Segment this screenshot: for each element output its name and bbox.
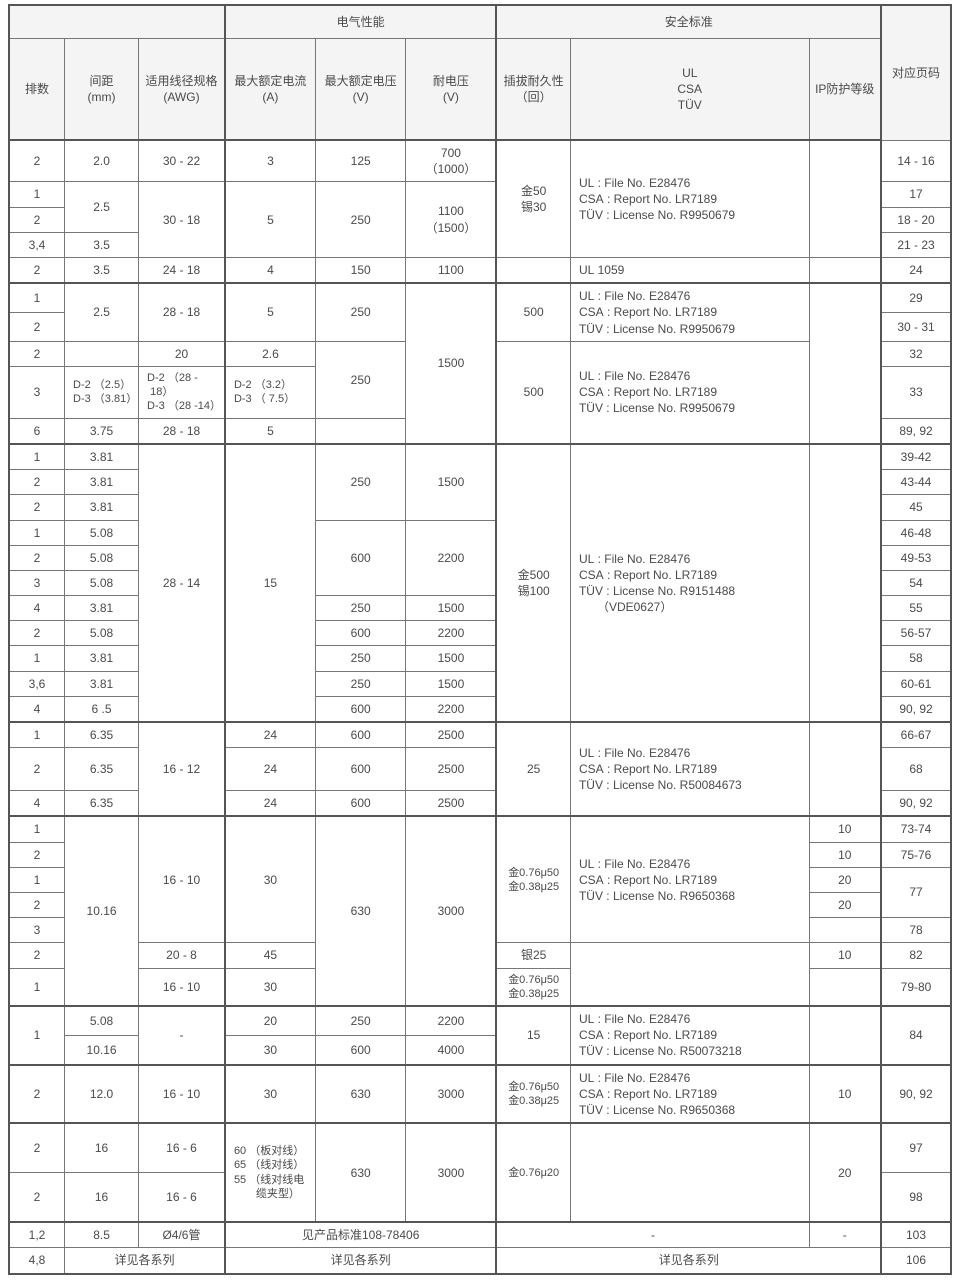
hdr-durability: 插拔耐久性（回）: [496, 39, 570, 141]
table-row: 2 3.5 24 - 18 4 150 1100 UL 1059 24: [9, 257, 951, 283]
std-cell: UL : File No. E28476CSA : Report No. LR7…: [570, 140, 809, 257]
std-cell: UL : File No. E28476CSA : Report No. LR7…: [570, 722, 809, 816]
std-cell: UL : File No. E28476CSA : Report No. LR7…: [570, 1065, 809, 1124]
hdr-rows: 排数: [9, 39, 65, 141]
hdr-pitch: 间距(mm): [65, 39, 139, 141]
hdr-voltage: 最大额定电压(V): [315, 39, 405, 141]
table-row: 2 2.0 30 - 22 3 125 700（1000） 金50锡30 UL …: [9, 140, 951, 182]
hdr-std: ULCSATÜV: [570, 39, 809, 141]
table-row: 2 16 16 - 6 60 （板对线）65 （线对线）55 （线对线电 缆夹型…: [9, 1123, 951, 1173]
table-row: 4,8 详见各系列 详见各系列 详见各系列 106: [9, 1248, 951, 1274]
std-cell: UL : File No. E28476CSA : Report No. LR7…: [570, 816, 809, 942]
hdr-safety-group: 安全标准: [496, 5, 881, 39]
hdr-awg: 适用线径规格(AWG): [139, 39, 225, 141]
table-row: 1 5.08 - 20 250 2200 15 UL : File No. E2…: [9, 1006, 951, 1035]
table-row: 1 6.35 16 - 12 24 600 2500 25 UL : File …: [9, 722, 951, 748]
table-row: 2 12.0 16 - 10 30 630 3000 金0.76μ50金0.38…: [9, 1065, 951, 1124]
table-row: 1,2 8.5 Ø4/6管 见产品标准108-78406 - - 103: [9, 1222, 951, 1248]
table-row: 1 3.81 28 - 14 15 250 1500 金500锡100 UL :…: [9, 444, 951, 470]
header-row-1: 电气性能 安全标准 对应页码: [9, 5, 951, 39]
hdr-page: 对应页码: [881, 5, 951, 140]
hdr-ip: IP防护等级: [809, 39, 881, 141]
std-cell: UL : File No. E28476CSA : Report No. LR7…: [570, 283, 809, 341]
table-row: 1 2.5 28 - 18 5 250 1500 500 UL : File N…: [9, 283, 951, 312]
std-cell: UL : File No. E28476CSA : Report No. LR7…: [570, 1006, 809, 1065]
std-cell: UL : File No. E28476CSA : Report No. LR7…: [570, 341, 809, 444]
table-row: 1 10.16 16 - 10 30 630 3000 金0.76μ50金0.3…: [9, 816, 951, 842]
hdr-elec-group: 电气性能: [225, 5, 496, 39]
std-cell: UL : File No. E28476CSA : Report No. LR7…: [570, 444, 809, 722]
spec-table: 电气性能 安全标准 对应页码 排数 间距(mm) 适用线径规格(AWG) 最大额…: [8, 4, 952, 1275]
header-row-2: 排数 间距(mm) 适用线径规格(AWG) 最大额定电流(A) 最大额定电压(V…: [9, 39, 951, 141]
hdr-withstand: 耐电压(V): [406, 39, 497, 141]
spec-table-page: 电气性能 安全标准 对应页码 排数 间距(mm) 适用线径规格(AWG) 最大额…: [0, 4, 960, 1275]
hdr-current: 最大额定电流(A): [225, 39, 315, 141]
